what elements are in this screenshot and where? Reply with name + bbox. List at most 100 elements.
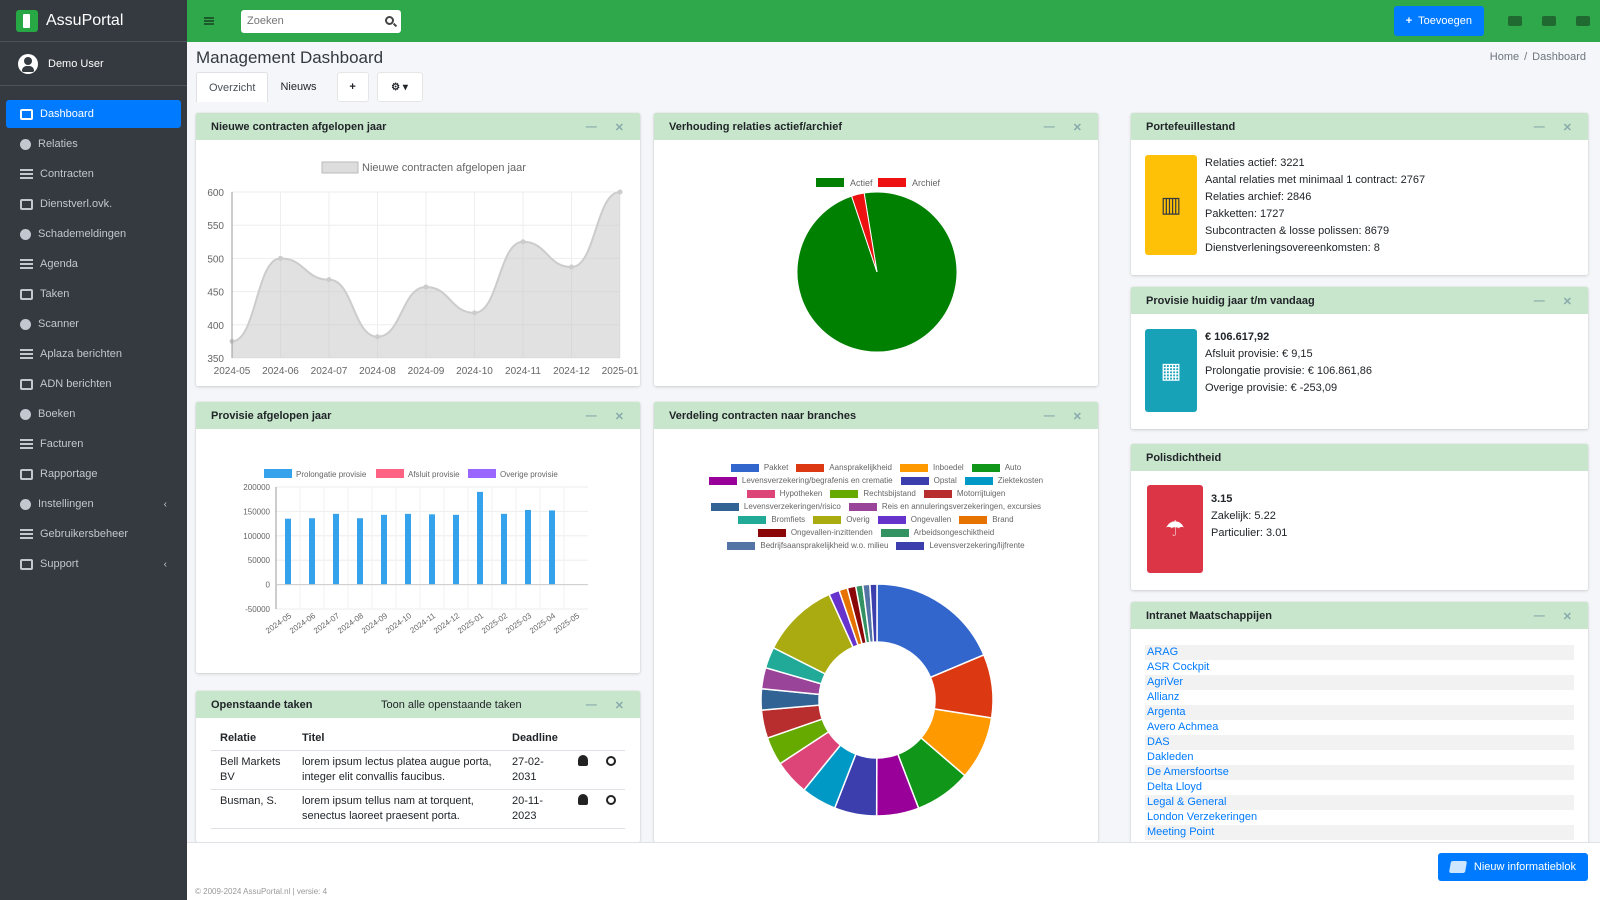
pie-slice[interactable] — [850, 192, 878, 273]
minimize-icon[interactable]: — — [585, 410, 597, 422]
minimize-icon[interactable]: — — [1533, 295, 1545, 307]
close-icon[interactable]: ✕ — [1562, 611, 1572, 623]
intranet-link[interactable]: London Verzekeringen — [1147, 811, 1258, 823]
legend-item[interactable]: Ongevallen — [877, 515, 951, 524]
bar[interactable] — [501, 513, 507, 585]
donut-slice[interactable] — [869, 584, 878, 643]
tab-overzicht[interactable]: Overzicht — [196, 72, 269, 102]
search-icon[interactable] — [385, 15, 394, 25]
tab-settings-button[interactable]: ⚙ ▾ — [376, 72, 423, 102]
sidebar-item-scanner[interactable]: Scanner — [6, 310, 181, 338]
legend-item[interactable]: Ziektekosten — [964, 476, 1043, 485]
sidebar-item-instellingen[interactable]: Instellingen ‹ — [6, 490, 181, 518]
user-panel[interactable]: Demo User — [0, 42, 187, 86]
close-icon[interactable]: ✕ — [1562, 122, 1572, 134]
intranet-link[interactable]: ARAG — [1145, 645, 1574, 660]
data-point[interactable] — [569, 264, 574, 270]
sidebar-item-dashboard[interactable]: Dashboard — [6, 100, 181, 128]
intranet-link[interactable]: Legal & General — [1145, 795, 1574, 810]
sidebar-item-schademeldingen[interactable]: Schademeldingen — [6, 220, 181, 248]
close-icon[interactable]: ✕ — [1072, 122, 1082, 134]
intranet-link[interactable]: Argenta — [1145, 705, 1574, 720]
intranet-link[interactable]: Dakleden — [1147, 751, 1194, 763]
legend-item[interactable]: Bedrijfsaansprakelijkheid w.o. milieu — [727, 541, 888, 550]
sidebar-item-facturen[interactable]: Facturen — [6, 430, 181, 458]
legend-item[interactable]: Ongevallen-inzittenden — [757, 528, 873, 537]
bar[interactable] — [357, 518, 363, 585]
intranet-link[interactable]: AgriVer — [1145, 675, 1574, 690]
add-button[interactable]: + Toevoegen — [1393, 6, 1484, 36]
legend-item[interactable]: Brand — [959, 515, 1014, 524]
new-infoblock-button[interactable]: Nieuw informatieblok — [1437, 853, 1588, 881]
legend-item[interactable]: Auto — [971, 463, 1021, 472]
keyboard-icon[interactable] — [1542, 16, 1556, 26]
sidebar-item-rapportage[interactable]: Rapportage — [6, 460, 181, 488]
user-icon[interactable] — [578, 794, 588, 805]
sidebar-item-agenda[interactable]: Agenda — [6, 250, 181, 278]
sidebar-item-taken[interactable]: Taken — [6, 280, 181, 308]
intranet-link[interactable]: DAS — [1145, 735, 1574, 750]
data-point[interactable] — [472, 310, 477, 316]
close-icon[interactable]: ✕ — [614, 411, 624, 423]
intranet-link[interactable]: Allianz — [1147, 691, 1180, 703]
legend-item[interactable]: Bromfiets — [738, 515, 805, 524]
bar[interactable] — [525, 509, 531, 585]
bar[interactable] — [477, 491, 483, 585]
minimize-icon[interactable]: — — [585, 121, 597, 133]
intranet-link[interactable]: Meeting Point — [1145, 825, 1574, 840]
sidebar-item-gebruikersbeheer[interactable]: Gebruikersbeheer — [6, 520, 181, 548]
tab-nieuws[interactable]: Nieuws — [280, 81, 317, 93]
breadcrumb-home[interactable]: Home — [1489, 51, 1520, 63]
data-point[interactable] — [278, 255, 283, 261]
bar[interactable] — [429, 514, 435, 585]
close-icon[interactable]: ✕ — [1072, 411, 1082, 423]
intranet-link[interactable]: De Amersfoortse — [1145, 765, 1574, 780]
close-icon[interactable]: ✕ — [614, 122, 624, 134]
legend-item[interactable]: Hypotheken — [746, 489, 822, 498]
logout-icon[interactable] — [1576, 16, 1590, 26]
legend-item[interactable]: Levensverzekering/lijfrente — [896, 541, 1025, 550]
add-tab-button[interactable]: + — [336, 72, 369, 102]
brand[interactable]: AssuPortal — [0, 0, 187, 42]
bar[interactable] — [453, 514, 459, 585]
legend-item[interactable]: Overig — [813, 515, 870, 524]
legend-item[interactable]: Levensverzekering/begrafenis en crematie — [708, 476, 893, 485]
sidebar-item-relaties[interactable]: Relaties — [6, 130, 181, 158]
users-icon[interactable] — [1508, 16, 1522, 26]
data-point[interactable] — [326, 277, 332, 283]
intranet-link[interactable]: Avero Achmea — [1147, 721, 1219, 733]
sidebar-item-boeken[interactable]: Boeken — [6, 400, 181, 428]
show-all-tasks-link[interactable]: Toon alle openstaande taken — [381, 698, 522, 711]
user-icon[interactable] — [578, 755, 588, 766]
close-icon[interactable]: ✕ — [614, 700, 624, 712]
legend-item[interactable]: Opstal — [900, 476, 957, 485]
search-input[interactable] — [241, 10, 371, 32]
data-point[interactable] — [423, 284, 429, 290]
close-icon[interactable]: ✕ — [1562, 296, 1572, 308]
minimize-icon[interactable]: — — [585, 699, 597, 711]
sidebar-item-dienstverl-ovk[interactable]: Dienstverl.ovk. — [6, 190, 181, 218]
bar[interactable] — [333, 513, 339, 585]
search-icon[interactable] — [606, 756, 616, 766]
bar[interactable] — [381, 514, 387, 585]
bar[interactable] — [285, 518, 291, 585]
minimize-icon[interactable]: — — [1043, 121, 1055, 133]
data-point[interactable] — [617, 189, 623, 195]
minimize-icon[interactable]: — — [1043, 410, 1055, 422]
legend-item[interactable]: Rechtsbijstand — [830, 489, 916, 498]
intranet-link[interactable]: Delta Lloyd — [1147, 781, 1203, 793]
minimize-icon[interactable]: — — [1533, 121, 1545, 133]
legend-item[interactable]: Levensverzekeringen/risico — [710, 502, 841, 511]
intranet-link[interactable]: ASR Cockpit — [1147, 661, 1210, 673]
sidebar-item-support[interactable]: Support ‹ — [6, 550, 181, 578]
sidebar-item-contracten[interactable]: Contracten — [6, 160, 181, 188]
menu-toggle-icon[interactable] — [204, 17, 214, 25]
data-point[interactable] — [520, 239, 526, 245]
bar[interactable] — [309, 518, 315, 585]
legend-item[interactable]: Aansprakelijkheid — [796, 463, 892, 472]
legend-item[interactable]: Pakket — [730, 463, 788, 472]
data-point[interactable] — [375, 334, 380, 340]
search-icon[interactable] — [606, 795, 616, 805]
legend-item[interactable]: Inboedel — [900, 463, 964, 472]
sidebar-item-aplaza-berichten[interactable]: Aplaza berichten — [6, 340, 181, 368]
